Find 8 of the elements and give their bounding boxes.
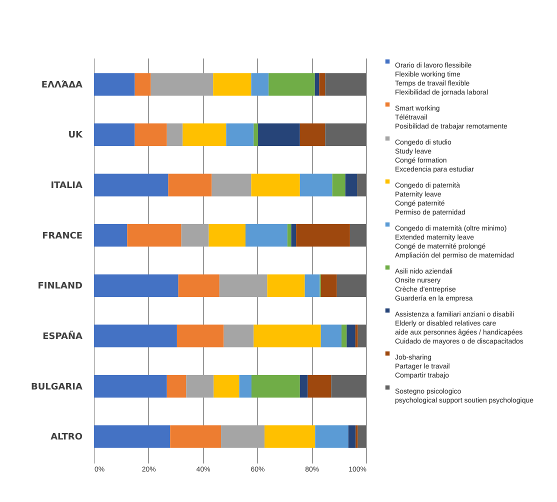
y-tick-label: ALTRO	[50, 432, 83, 443]
y-tick-label: FINLAND	[38, 282, 82, 292]
y-tick-label: FRANCE	[42, 231, 82, 242]
y-tick-label: UK	[68, 130, 84, 141]
y-tick-label: ESPAÑA	[42, 330, 83, 342]
y-tick-label: ITALIA	[50, 181, 83, 192]
y-tick-label: ΕΛΛΆΔΑ	[41, 79, 83, 90]
y-tick-label: BULGARIA	[31, 382, 83, 392]
